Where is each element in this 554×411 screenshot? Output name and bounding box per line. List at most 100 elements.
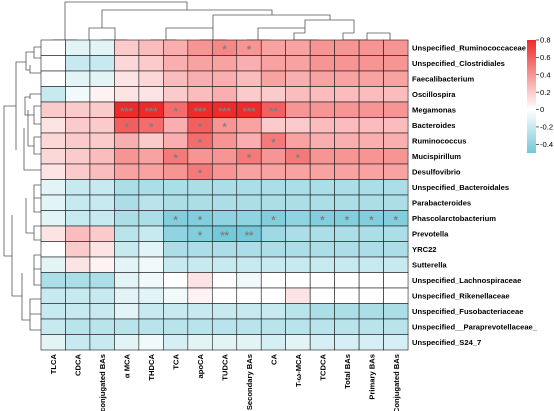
heatmap-cell	[40, 101, 66, 118]
significance-stars: * **** *** * *** *** *** *** * * ** ** * *** * * * * * ** **…	[120, 44, 398, 242]
heatmap-cell	[334, 148, 360, 165]
heatmap-cell	[114, 39, 140, 56]
significance-star: *	[222, 121, 227, 133]
heatmap-cell	[358, 163, 384, 180]
heatmap-cell	[236, 132, 262, 149]
heatmap-cell	[309, 256, 335, 273]
heatmap-cell	[114, 194, 140, 211]
column-labels: TLCA CDCA Unconjugated BAs α MCA THDCA TCA apo…	[49, 353, 401, 411]
heatmap-cell	[89, 241, 115, 258]
significance-star: *	[369, 214, 374, 226]
heatmap-cell	[211, 163, 238, 180]
heatmap-cell	[89, 148, 115, 165]
heatmap-cell	[285, 39, 311, 56]
heatmap-cell	[383, 55, 409, 72]
column-dendrogram	[52, 1, 391, 45]
heatmap-cell	[211, 287, 238, 304]
heatmap-cell	[236, 303, 262, 320]
row-label: Faecalibacterium	[412, 75, 474, 84]
heatmap-cell	[89, 55, 115, 72]
heatmap-cell	[40, 241, 66, 258]
heatmap-cell	[260, 303, 287, 320]
column-label: TUDCA	[221, 353, 230, 380]
heatmap-cell	[163, 318, 189, 335]
heatmap-cell	[358, 287, 384, 304]
heatmap-cell	[334, 55, 360, 72]
heatmap-cell	[163, 86, 189, 103]
heatmap-cell	[211, 70, 238, 87]
heatmap-cell	[138, 55, 164, 72]
column-label: THDCA	[147, 353, 156, 380]
heatmap-cell	[236, 163, 262, 180]
heatmap-cell	[334, 303, 360, 320]
heatmap-cell	[40, 132, 66, 149]
significance-star: *	[222, 44, 227, 56]
heatmap-cell	[358, 117, 384, 134]
heatmap-cell	[163, 303, 189, 320]
row-label: Parabacteroides	[412, 199, 471, 208]
heatmap-cell	[334, 287, 360, 304]
row-label: Unspecified_Rikenellaceae	[412, 292, 510, 301]
significance-star: **	[220, 230, 229, 242]
heatmap-cell	[187, 318, 213, 335]
column-label: α MCA	[123, 353, 132, 378]
row-label: Unspecified_Bacteroidales	[412, 183, 509, 192]
heatmap-cell	[285, 179, 311, 196]
heatmap-cell	[163, 132, 189, 149]
significance-star: *	[198, 214, 203, 226]
row-label: Phascolarctobacterium	[412, 214, 496, 223]
heatmap-cell	[138, 210, 164, 227]
heatmap-cell	[383, 148, 409, 165]
heatmap-cell	[236, 318, 262, 335]
heatmap-cell	[40, 225, 66, 242]
heatmap-cell	[236, 194, 262, 211]
heatmap-cell	[163, 334, 189, 351]
heatmap-cell	[89, 287, 115, 304]
heatmap-cell	[40, 55, 66, 72]
row-label: Unspecified_Clostridiales	[412, 59, 505, 68]
heatmap-cell	[114, 303, 140, 320]
heatmap-cell	[163, 241, 189, 258]
heatmap-cell	[65, 194, 91, 211]
significance-star: *	[149, 121, 154, 133]
heatmap-cell	[334, 39, 360, 56]
heatmap-cell	[114, 256, 140, 273]
heatmap-cell	[163, 225, 189, 242]
column-label: TLCA	[49, 353, 58, 374]
heatmap-cell	[89, 101, 115, 118]
heatmap-cell	[40, 272, 66, 289]
heatmap-cell	[89, 303, 115, 320]
heatmap-cell	[138, 70, 164, 87]
significance-star: ***	[145, 106, 159, 118]
heatmap-cell	[309, 39, 335, 56]
heatmap-cell	[383, 179, 409, 196]
heatmap-cell	[40, 210, 66, 227]
heatmap-cell	[383, 303, 409, 320]
heatmap-cell	[236, 334, 262, 351]
heatmap-cell	[187, 179, 213, 196]
heatmap-cell	[114, 318, 140, 335]
heatmap-cell	[285, 210, 311, 227]
heatmap-cell	[383, 132, 409, 149]
heatmap-cell	[187, 55, 213, 72]
row-label: Unspecified_Lachnospiraceae	[412, 276, 521, 285]
heatmap-cell	[187, 287, 213, 304]
heatmap-cell	[358, 39, 384, 56]
heatmap-cell	[285, 194, 311, 211]
heatmap-cell	[40, 334, 66, 351]
significance-star: *	[198, 230, 203, 242]
heatmap-cell	[89, 132, 115, 149]
heatmap-cell	[285, 334, 311, 351]
heatmap-cell	[383, 70, 409, 87]
heatmap-cell	[383, 194, 409, 211]
column-label: Secondary BAs	[245, 354, 254, 410]
row-label: Prevotella	[412, 230, 449, 239]
heatmap-cell	[40, 117, 66, 134]
heatmap-cell	[236, 210, 262, 227]
heatmap-cell	[334, 241, 360, 258]
column-label: CDCA	[74, 353, 83, 375]
heatmap-cell	[285, 70, 311, 87]
heatmap-cell	[260, 318, 287, 335]
heatmap-cell	[211, 132, 238, 149]
